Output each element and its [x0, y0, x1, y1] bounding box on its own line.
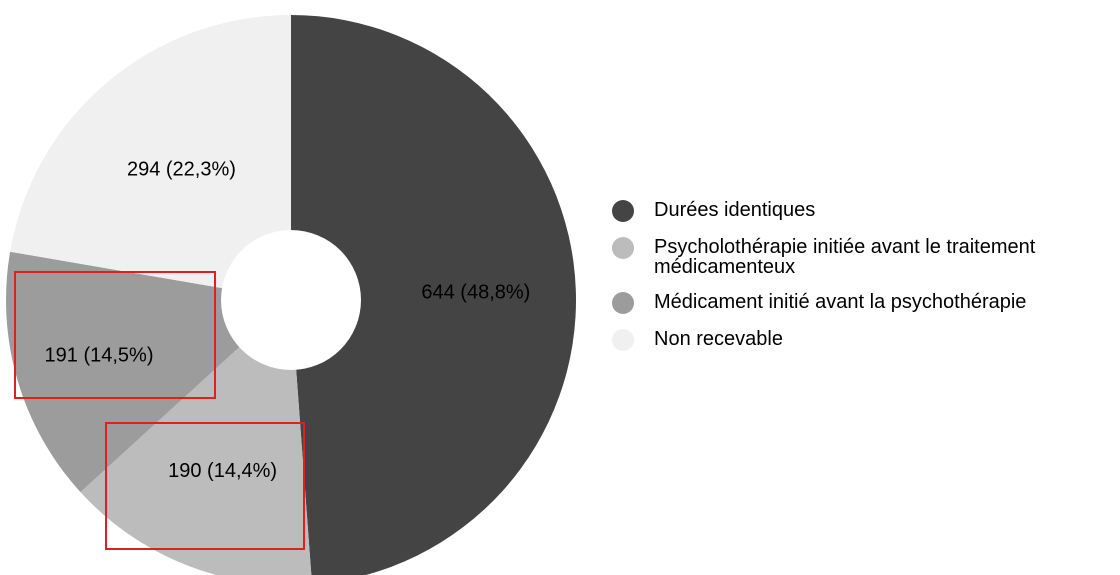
legend-label: Non recevable: [654, 328, 783, 350]
slice-data-label: 190 (14,4%): [168, 460, 277, 482]
pie-slice: [5, 251, 292, 493]
legend: Durées identiques Psycholothérapie initi…: [612, 200, 1112, 366]
donut-hole: [221, 230, 361, 370]
highlight-box: [105, 422, 305, 550]
legend-label: Médicament initié avant la psychothérapi…: [654, 291, 1027, 313]
pie-slice: [80, 300, 312, 575]
legend-item: Durées identiques: [612, 200, 1112, 222]
slice-data-label: 191 (14,5%): [45, 344, 154, 366]
pie-slice: [10, 15, 292, 300]
legend-swatch: [612, 292, 634, 314]
legend-item: Psycholothérapie initiée avant le traite…: [612, 237, 1112, 277]
legend-label: Durées identiques: [654, 199, 816, 221]
slice-data-label: 294 (22,3%): [127, 158, 236, 180]
legend-swatch: [612, 200, 634, 222]
legend-item: Médicament initié avant la psychothérapi…: [612, 292, 1112, 314]
legend-swatch: [612, 237, 634, 259]
legend-swatch: [612, 329, 634, 351]
highlight-box: [14, 271, 216, 399]
legend-item: Non recevable: [612, 329, 1112, 351]
pie-slice: [291, 15, 576, 575]
slice-data-label: 644 (48,8%): [421, 281, 530, 303]
legend-label: Psycholothérapie initiée avant le traite…: [654, 236, 1036, 278]
